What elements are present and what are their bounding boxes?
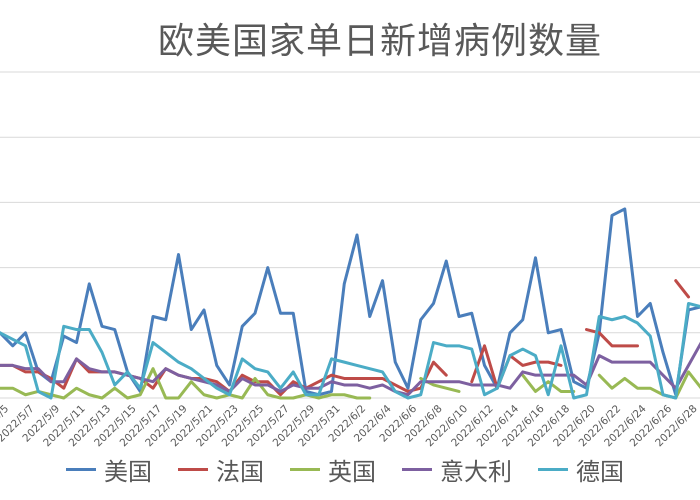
legend-swatch — [538, 468, 568, 471]
legend-swatch — [66, 468, 96, 471]
legend-item: 法国 — [178, 452, 264, 487]
legend-item: 英国 — [290, 452, 376, 487]
legend-label: 美国 — [104, 458, 152, 486]
legend-item: 意大利 — [402, 452, 512, 487]
chart-title: 欧美国家单日新增病例数量 — [157, 21, 602, 62]
legend-item: 德国 — [538, 452, 624, 487]
legend-swatch — [178, 468, 208, 471]
series-line-3 — [0, 341, 700, 397]
legend-label: 英国 — [328, 458, 376, 486]
legend-label: 意大利 — [440, 458, 512, 486]
series-line-0 — [0, 207, 700, 397]
legend-swatch — [402, 468, 432, 471]
series-line-2 — [0, 367, 700, 400]
x-tick-labels: 2022/5/52022/5/72022/5/92022/5/112022/5/… — [0, 403, 700, 450]
legend-label: 德国 — [576, 458, 624, 486]
series-line-4 — [0, 301, 700, 400]
legend-item: 美国 — [66, 452, 152, 487]
series-lines — [0, 207, 700, 400]
series-line-1 — [0, 279, 690, 397]
gridlines — [0, 71, 700, 334]
legend: 美国 法国 英国 意大利 德国 — [66, 452, 624, 487]
legend-swatch — [290, 468, 320, 471]
legend-label: 法国 — [216, 458, 264, 486]
